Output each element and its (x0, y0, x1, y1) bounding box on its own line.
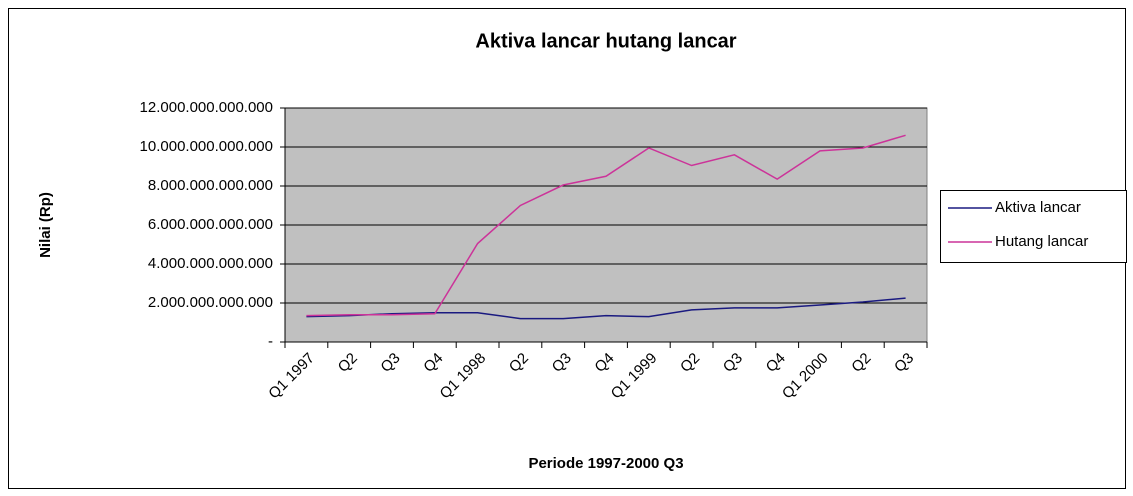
y-tick-label: 8.000.000.000.000 (148, 177, 273, 194)
y-tick-label: 2.000.000.000.000 (148, 294, 273, 311)
legend-label: Hutang lancar (995, 233, 1088, 250)
y-tick-label: 6.000.000.000.000 (148, 216, 273, 233)
series-line (306, 134, 906, 317)
y-axis-title: Nilai (Rp) (37, 192, 54, 258)
series-line (306, 297, 906, 320)
legend-box (940, 190, 1127, 263)
legend-label: Aktiva lancar (995, 199, 1081, 216)
y-tick-label: 10.000.000.000.000 (140, 138, 273, 155)
y-tick-label: 4.000.000.000.000 (148, 255, 273, 272)
y-tick-label: 12.000.000.000.000 (140, 99, 273, 116)
y-tick-label: - (268, 333, 273, 350)
x-axis-title: Periode 1997-2000 Q3 (528, 455, 683, 472)
chart-title: Aktiva lancar hutang lancar (475, 30, 736, 52)
